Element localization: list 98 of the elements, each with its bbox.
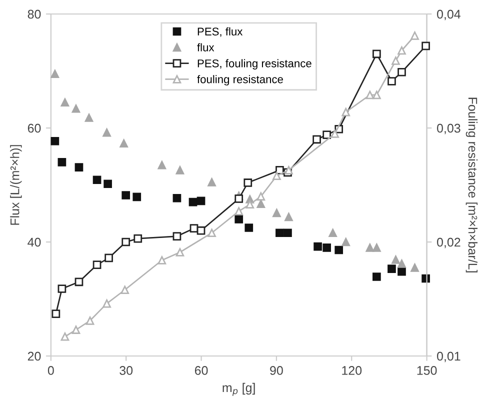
point xyxy=(60,332,70,341)
point xyxy=(322,130,331,140)
point xyxy=(328,228,337,238)
point xyxy=(410,31,419,40)
y2-tick-label: 0,01 xyxy=(437,352,460,362)
point xyxy=(208,228,216,238)
point xyxy=(176,166,184,174)
point xyxy=(244,178,252,187)
point xyxy=(188,198,198,206)
y2-tick-label: 0,02 xyxy=(437,238,460,248)
point xyxy=(86,316,94,325)
point xyxy=(208,178,216,186)
legend-label: PES, flux xyxy=(198,27,243,37)
point xyxy=(172,194,182,202)
point xyxy=(246,200,254,209)
point xyxy=(122,238,130,246)
point xyxy=(314,242,322,251)
point xyxy=(322,244,331,252)
point xyxy=(50,70,60,78)
legend-label: PES, fouling resistance xyxy=(198,59,312,70)
point xyxy=(84,114,94,122)
y-tick-label: 20 xyxy=(28,352,41,361)
point xyxy=(52,310,60,318)
point xyxy=(388,77,396,86)
point xyxy=(284,166,293,174)
point xyxy=(74,278,84,286)
legend-label: flux xyxy=(197,43,214,52)
point xyxy=(92,176,102,184)
point xyxy=(284,212,293,222)
point xyxy=(120,139,128,148)
point xyxy=(132,192,142,202)
point xyxy=(398,68,406,76)
point xyxy=(272,208,281,218)
x-tick-label: 0 xyxy=(48,366,54,375)
point xyxy=(60,98,70,107)
point xyxy=(72,326,80,334)
point xyxy=(102,299,111,308)
y2-tick-label: 0,03 xyxy=(437,124,460,134)
point xyxy=(122,191,130,200)
point xyxy=(398,46,406,55)
point xyxy=(72,104,80,113)
point xyxy=(388,264,396,273)
y-tick-label: 40 xyxy=(28,238,41,247)
point xyxy=(74,163,84,172)
point xyxy=(392,256,400,264)
point xyxy=(330,130,340,138)
point xyxy=(272,172,281,180)
point xyxy=(372,90,381,100)
point xyxy=(176,248,184,256)
point xyxy=(372,244,381,252)
point xyxy=(410,263,419,272)
point xyxy=(276,228,284,238)
point xyxy=(312,135,321,144)
point xyxy=(342,238,350,246)
x-tick-label: 90 xyxy=(270,366,283,375)
point xyxy=(234,215,244,224)
point xyxy=(190,224,198,232)
point xyxy=(158,256,166,264)
point xyxy=(234,207,244,216)
point xyxy=(392,56,400,65)
point xyxy=(120,286,130,294)
point xyxy=(366,90,374,100)
point xyxy=(50,136,60,146)
x-tick-label: 120 xyxy=(342,366,362,375)
point xyxy=(244,224,254,232)
y-tick-label: 80 xyxy=(28,10,41,19)
y-axis-title: Flux [L/(m²×h)] xyxy=(10,145,22,225)
y-tick-label: 60 xyxy=(28,124,41,133)
point xyxy=(92,260,102,269)
x-tick-label: 150 xyxy=(417,366,437,375)
point xyxy=(104,180,112,188)
point xyxy=(58,158,66,166)
point xyxy=(102,128,111,137)
x-tick-label: 30 xyxy=(120,366,133,375)
point xyxy=(104,254,113,262)
point xyxy=(398,267,406,276)
x-axis-title: m$_{p}$ [g] xyxy=(222,382,255,396)
point xyxy=(372,50,381,58)
point xyxy=(422,42,430,50)
x-tick-label: 60 xyxy=(194,366,208,375)
point xyxy=(234,194,244,203)
point xyxy=(334,246,344,254)
point xyxy=(158,160,166,170)
y2-tick-label: 0,04 xyxy=(437,10,460,20)
point xyxy=(372,272,381,281)
point xyxy=(196,196,206,206)
point xyxy=(256,200,266,208)
legend-label: fouling resistance xyxy=(197,75,283,86)
point xyxy=(398,259,406,268)
point xyxy=(342,108,350,116)
point xyxy=(256,192,266,201)
point xyxy=(172,232,182,240)
point xyxy=(58,284,66,293)
point xyxy=(284,228,292,238)
point xyxy=(134,234,142,243)
y2-axis-title: Fouling resistance [m²×h×bar/L] xyxy=(466,98,478,272)
point xyxy=(196,226,206,235)
point xyxy=(366,244,374,252)
